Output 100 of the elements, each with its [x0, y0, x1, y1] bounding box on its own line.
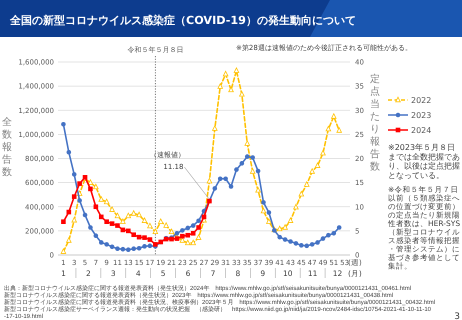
point — [126, 247, 131, 252]
point — [266, 218, 272, 224]
point — [185, 240, 190, 246]
point — [61, 122, 66, 127]
point — [174, 236, 180, 241]
point — [222, 70, 228, 76]
point — [72, 217, 77, 222]
point — [196, 225, 201, 230]
point — [94, 204, 98, 210]
point — [266, 210, 272, 215]
point — [185, 226, 190, 230]
point — [336, 127, 342, 133]
point — [277, 234, 282, 240]
point — [98, 240, 104, 245]
point — [98, 214, 104, 220]
point — [244, 154, 250, 159]
point — [93, 184, 99, 190]
legend-label: 2024 — [411, 126, 432, 135]
chart-title: 全国の新型コロナウイルス感染症（COVID-19）の発生動向について — [9, 14, 356, 27]
point — [218, 83, 223, 89]
point — [152, 228, 158, 234]
point — [206, 178, 212, 184]
point — [190, 240, 196, 246]
point — [136, 212, 142, 218]
point — [255, 187, 261, 193]
point — [282, 237, 288, 242]
legend-label: 2022 — [411, 96, 432, 105]
point — [310, 242, 314, 247]
point — [147, 222, 153, 228]
point — [196, 218, 201, 224]
point — [244, 140, 250, 146]
point — [304, 244, 310, 248]
point — [66, 150, 72, 155]
point — [60, 248, 66, 254]
point — [104, 242, 109, 247]
point — [223, 176, 228, 182]
point — [142, 244, 147, 249]
point — [320, 150, 326, 156]
point — [66, 210, 72, 214]
text: ※2023年５月８日までは全数把握であり、以後は定点把握となっている。 — [388, 143, 460, 180]
point — [299, 243, 304, 248]
point — [326, 126, 332, 132]
point — [212, 186, 218, 191]
point — [228, 184, 234, 189]
point — [66, 237, 72, 243]
point — [158, 218, 164, 224]
point — [282, 224, 288, 230]
point — [94, 233, 98, 238]
point — [288, 239, 293, 244]
point — [131, 232, 136, 238]
point — [136, 234, 142, 240]
point — [256, 168, 260, 174]
point — [136, 246, 142, 251]
point — [190, 223, 196, 228]
point — [110, 244, 114, 250]
point — [196, 234, 202, 240]
point — [326, 232, 331, 238]
point — [331, 113, 336, 119]
point — [180, 234, 185, 238]
point — [148, 237, 152, 242]
point — [294, 241, 298, 246]
point — [61, 219, 66, 224]
point — [298, 191, 304, 196]
point — [277, 226, 282, 232]
point — [315, 240, 320, 245]
point — [131, 246, 136, 252]
point — [190, 230, 196, 236]
point — [212, 125, 218, 131]
point — [120, 218, 126, 224]
point — [228, 86, 234, 92]
point — [88, 179, 94, 185]
point — [142, 235, 147, 240]
point — [120, 228, 126, 232]
point — [88, 225, 93, 230]
point — [72, 194, 77, 199]
point — [104, 198, 110, 204]
point — [126, 228, 131, 234]
point — [168, 228, 174, 234]
point — [234, 167, 239, 172]
point — [239, 91, 245, 97]
point — [131, 210, 136, 216]
point — [110, 221, 114, 226]
point — [98, 196, 104, 202]
point — [77, 181, 82, 186]
point — [163, 222, 169, 228]
point — [202, 214, 206, 220]
point — [314, 162, 320, 168]
point — [77, 198, 82, 203]
point — [109, 206, 115, 212]
point — [115, 223, 120, 228]
point — [104, 219, 109, 224]
point — [114, 212, 120, 218]
y2-axis-title: 定点当たり報告数 — [370, 73, 380, 172]
point — [331, 230, 336, 236]
point — [174, 230, 180, 236]
point — [260, 208, 266, 214]
y-axis-title: 全数報告数 — [2, 116, 12, 178]
legend-label: 2023 — [411, 111, 432, 120]
point — [320, 236, 326, 241]
point — [120, 246, 126, 252]
